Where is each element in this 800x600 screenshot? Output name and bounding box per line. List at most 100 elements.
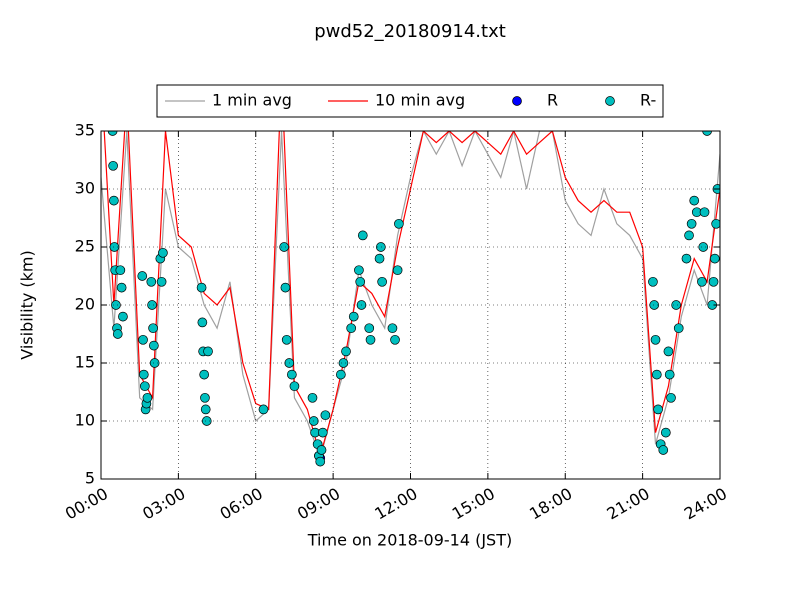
legend-label: R bbox=[547, 91, 558, 110]
scatter-point bbox=[107, 131, 118, 136]
scatter-point bbox=[315, 456, 326, 467]
scatter-point bbox=[671, 300, 682, 310]
scatter-point bbox=[158, 247, 168, 258]
x-axis-label: Time on 2018-09-14 (JST) bbox=[307, 531, 512, 550]
x-tick-label: 21:00 bbox=[603, 484, 652, 524]
scatter-point bbox=[364, 323, 375, 334]
x-tick-label: 12:00 bbox=[371, 484, 420, 524]
scatter-point bbox=[146, 276, 157, 287]
scatter-point bbox=[660, 427, 671, 438]
scatter-point bbox=[346, 323, 357, 334]
legend-swatch bbox=[512, 96, 522, 106]
scatter-point bbox=[200, 392, 210, 403]
scatter-point bbox=[118, 311, 128, 322]
scatter-point bbox=[336, 369, 346, 380]
scatter-point bbox=[686, 218, 697, 229]
scatter-point bbox=[115, 265, 126, 276]
scatter-point bbox=[702, 131, 712, 136]
scatter-point bbox=[258, 404, 269, 415]
y-tick-label: 30 bbox=[75, 179, 95, 198]
scatter-point bbox=[689, 195, 700, 206]
scatter-point bbox=[200, 404, 211, 415]
scatter-point bbox=[698, 242, 709, 252]
scatter-point bbox=[116, 282, 127, 293]
scatter-point bbox=[196, 282, 207, 293]
scatter-point bbox=[357, 230, 368, 241]
legend-box bbox=[156, 84, 664, 118]
scatter-point bbox=[289, 381, 300, 392]
scatter-point bbox=[658, 445, 669, 455]
scatter-point bbox=[684, 230, 694, 241]
x-tick-label: 18:00 bbox=[526, 484, 575, 524]
scatter-point bbox=[394, 218, 404, 229]
scatter-point bbox=[387, 323, 398, 334]
scatter-point bbox=[279, 242, 289, 252]
scatter-point bbox=[147, 300, 157, 310]
series-line bbox=[101, 131, 720, 461]
scatter-point bbox=[199, 369, 210, 380]
scatter-point bbox=[663, 346, 674, 357]
y-tick-label: 20 bbox=[75, 295, 95, 314]
scatter-point bbox=[280, 282, 291, 293]
y-tick-label: 35 bbox=[75, 121, 95, 140]
scatter-point bbox=[201, 416, 212, 426]
scatter-point bbox=[651, 369, 662, 380]
scatter-point bbox=[390, 334, 400, 345]
scatter-point bbox=[338, 358, 349, 368]
y-tick-label: 15 bbox=[75, 353, 95, 372]
scatter-point bbox=[348, 311, 359, 322]
scatter-point bbox=[365, 334, 376, 345]
scatter-point bbox=[316, 445, 327, 455]
scatter-point bbox=[156, 276, 167, 287]
series-line bbox=[103, 131, 720, 459]
scatter-point bbox=[109, 195, 119, 206]
y-axis-label: Visibility (km) bbox=[18, 250, 37, 359]
y-tick-label: 5 bbox=[85, 469, 95, 488]
scatter-point bbox=[142, 392, 153, 403]
scatter-point bbox=[653, 404, 663, 415]
scatter-point bbox=[203, 346, 213, 357]
scatter-point bbox=[648, 276, 658, 287]
x-tick-label: 15:00 bbox=[449, 484, 498, 524]
legend-swatch bbox=[605, 96, 615, 106]
scatter-point bbox=[112, 329, 123, 339]
scatter-point bbox=[355, 276, 366, 287]
scatter-point bbox=[317, 427, 328, 438]
x-tick-label: 06:00 bbox=[217, 484, 266, 524]
scatter-point bbox=[650, 334, 661, 345]
y-tick-label: 25 bbox=[75, 237, 95, 256]
scatter-point bbox=[341, 346, 351, 357]
y-tick-label: 10 bbox=[75, 411, 95, 430]
scatter-point bbox=[197, 317, 208, 328]
scatter-point bbox=[681, 253, 692, 264]
scatter-point bbox=[281, 334, 292, 345]
scatter-point bbox=[374, 253, 385, 264]
x-tick-label: 03:00 bbox=[139, 484, 188, 524]
scatter-point bbox=[664, 369, 675, 380]
scatter-point bbox=[287, 369, 297, 380]
scatter-point bbox=[697, 276, 707, 287]
scatter-point bbox=[138, 334, 148, 345]
plot-area bbox=[101, 131, 720, 467]
x-tick-label: 24:00 bbox=[681, 484, 730, 524]
scatter-point bbox=[137, 271, 148, 281]
scatter-point bbox=[148, 323, 158, 334]
scatter-point bbox=[139, 381, 150, 392]
legend-label: 1 min avg bbox=[212, 91, 292, 110]
scatter-point bbox=[377, 276, 387, 287]
scatter-point bbox=[699, 207, 710, 218]
scatter-point bbox=[111, 300, 121, 310]
chart-title: pwd52_20180914.txt bbox=[314, 21, 506, 42]
scatter-point bbox=[307, 392, 318, 403]
scatter-point bbox=[149, 358, 160, 368]
scatter-point bbox=[149, 340, 159, 351]
scatter-point bbox=[392, 265, 403, 276]
scatter-point bbox=[708, 276, 719, 287]
legend-label: R- bbox=[640, 91, 656, 110]
x-tick-label: 00:00 bbox=[62, 484, 111, 524]
x-tick-label: 09:00 bbox=[294, 484, 343, 524]
scatter-point bbox=[666, 392, 676, 403]
legend-label: 10 min avg bbox=[375, 91, 465, 110]
scatter-point bbox=[354, 265, 364, 276]
